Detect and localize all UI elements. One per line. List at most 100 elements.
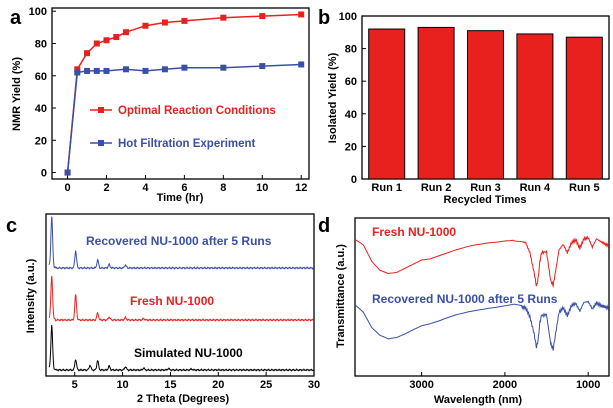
panel-c-xlabel: 2 Theta (Degrees)	[137, 393, 230, 405]
panel-c-frame	[45, 213, 315, 377]
panel-d: d 3000 2000 1000 Fresh NU-1000 Recovered N…	[318, 215, 610, 406]
series-line-hot-filtration	[66, 63, 302, 173]
x-tick-label: 6	[181, 182, 187, 194]
bar	[565, 36, 603, 180]
y-tick-label: 20	[35, 135, 47, 147]
panel-c-series	[48, 216, 315, 372]
data-point	[142, 22, 149, 29]
x-tick-label: Run 5	[569, 182, 600, 194]
legend-label-optimal: Optimal Reaction Conditions	[118, 105, 276, 117]
data-point	[161, 66, 168, 73]
x-tick-label: Run 1	[371, 182, 402, 194]
panel-a-series	[64, 11, 305, 176]
panel-c-ylabel: Intensity (a.u.)	[25, 258, 37, 333]
data-point	[84, 67, 91, 74]
panel-d-xlabel: Wavelength (nm)	[434, 394, 523, 406]
panel-c-letter: c	[6, 215, 17, 237]
legend-label-hot-filtration: Hot Filtration Experiment	[118, 138, 256, 150]
ftir-trace-fresh	[354, 235, 610, 289]
data-point	[103, 67, 110, 74]
panel-b-xlabel: Recycled Times	[444, 194, 527, 206]
x-tick-label: 2000	[493, 379, 517, 391]
panel-a: a 0 2 4 6 8 10 12 0 20 40 60 80 100 Optimal Reaction…	[10, 6, 310, 204]
data-point	[259, 63, 266, 70]
data-point	[74, 66, 81, 73]
panel-d-frame	[354, 217, 610, 377]
x-tick-label: 10	[116, 379, 128, 391]
xrd-trace-simulated	[48, 325, 315, 372]
data-point	[220, 64, 227, 71]
data-point	[122, 29, 129, 36]
x-tick-label: 4	[142, 182, 149, 194]
data-point	[103, 37, 110, 44]
panel-d-label-recovered: Recovered NU-1000 after 5 Runs	[372, 292, 558, 306]
y-tick-label: 80	[345, 44, 357, 56]
panel-c-ticks: 5 10 15 20 25 30	[72, 372, 320, 391]
x-tick-label: 8	[220, 182, 226, 194]
x-tick-label: Run 2	[421, 182, 452, 194]
data-point	[74, 69, 81, 76]
x-tick-label: 5	[72, 379, 78, 391]
panel-d-ylabel: Transmittance (a.u.)	[335, 244, 347, 348]
x-tick-label: 30	[308, 379, 320, 391]
data-point	[259, 13, 266, 20]
panel-b-ylabel: Isolated Yield (%)	[327, 52, 339, 143]
data-point	[64, 169, 71, 176]
panel-a-ticks: 0 2 4 6 8 10 12 0 20 40 60 80 100	[29, 6, 308, 194]
data-point	[84, 50, 91, 57]
panel-c-label-simulated: Simulated NU-1000	[134, 346, 243, 360]
data-point	[181, 64, 188, 71]
panel-b-ticks: 0 20 40 60 80 100 Run 1 Run 2 Run 3 Run 4 Run 5	[339, 11, 600, 194]
xrd-trace-fresh	[48, 275, 315, 322]
ftir-trace-recovered	[354, 300, 610, 351]
x-tick-label: 2	[103, 182, 109, 194]
data-point	[220, 14, 227, 21]
y-tick-label: 0	[351, 174, 357, 186]
panel-a-letter: a	[10, 7, 22, 29]
y-tick-label: 80	[35, 38, 47, 50]
x-tick-label: Run 4	[520, 182, 551, 194]
data-point	[122, 66, 129, 73]
panel-a-ylabel: NMR Yield (%)	[11, 57, 23, 131]
y-tick-label: 60	[345, 76, 357, 88]
bar	[368, 28, 406, 180]
panel-b-bars	[368, 26, 603, 180]
x-tick-label: Run 3	[470, 182, 501, 194]
data-point	[181, 17, 188, 24]
data-point	[142, 67, 149, 74]
panel-d-series	[354, 235, 610, 351]
data-point	[113, 34, 120, 41]
x-tick-label: 20	[212, 379, 224, 391]
x-tick-label: 25	[260, 379, 272, 391]
bar	[467, 30, 504, 180]
y-tick-label: 40	[35, 103, 47, 115]
panel-d-ticks: 3000 2000 1000	[409, 372, 600, 391]
panel-a-xlabel: Time (hr)	[157, 192, 204, 204]
bar	[417, 26, 455, 180]
panel-d-letter: d	[318, 215, 330, 237]
legend-marker-optimal	[98, 107, 104, 113]
y-tick-label: 20	[345, 141, 357, 153]
y-tick-label: 40	[345, 109, 357, 121]
panel-a-frame	[51, 7, 310, 180]
x-tick-label: 15	[164, 379, 176, 391]
y-tick-label: 100	[29, 6, 47, 18]
x-tick-label: 1000	[576, 379, 600, 391]
panel-c: c 5 10 15 20 25 30 Recovered NU-1000 after 5 …	[6, 213, 320, 405]
xrd-trace-recovered	[48, 216, 315, 270]
x-tick-label: 3000	[409, 379, 433, 391]
data-point	[93, 40, 100, 47]
data-point	[161, 19, 168, 26]
legend-marker-hot-filtration	[98, 140, 104, 146]
panel-c-label-recovered: Recovered NU-1000 after 5 Runs	[86, 234, 272, 248]
bar	[516, 33, 554, 180]
x-tick-label: 0	[65, 182, 71, 194]
data-point	[93, 67, 100, 74]
y-tick-label: 60	[35, 71, 47, 83]
panel-c-label-fresh: Fresh NU-1000	[130, 294, 214, 308]
y-tick-label: 0	[41, 168, 47, 180]
y-tick-label: 100	[339, 11, 357, 23]
data-point	[298, 61, 305, 68]
